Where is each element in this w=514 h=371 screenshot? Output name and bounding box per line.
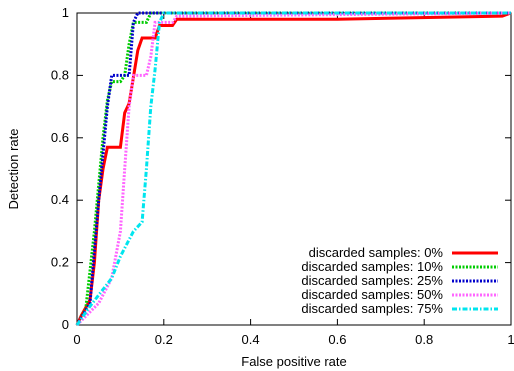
y-tick-label: 0.6 <box>51 130 69 145</box>
curves-layer <box>75 11 512 327</box>
legend-label: discarded samples: 0% <box>309 245 444 260</box>
legend-label: discarded samples: 75% <box>301 301 443 316</box>
x-tick-label: 0.6 <box>328 332 346 347</box>
y-tick-label: 0.2 <box>51 255 69 270</box>
series-line <box>75 11 511 326</box>
series-line <box>75 11 512 326</box>
tick-layer: 0 0.2 0.4 0.6 0.8 1 0 0.2 0.4 0.6 0.8 1 <box>51 5 514 347</box>
series-line <box>75 11 511 326</box>
legend-label: discarded samples: 10% <box>301 259 443 274</box>
y-tick-label: 0 <box>62 317 69 332</box>
series-line <box>75 11 511 326</box>
x-axis-label: False positive rate <box>241 354 347 369</box>
legend-label: discarded samples: 50% <box>301 287 443 302</box>
series-line <box>75 11 512 327</box>
y-tick-label: 1 <box>62 5 69 20</box>
y-tick-label: 0.4 <box>51 192 69 207</box>
x-tick-label: 0.2 <box>155 332 173 347</box>
x-tick-label: 0.8 <box>415 332 433 347</box>
y-tick-label: 0.8 <box>51 67 69 82</box>
x-tick-label: 0.4 <box>242 332 260 347</box>
x-tick-label: 1 <box>507 332 514 347</box>
x-tick-label: 0 <box>73 332 80 347</box>
plot-frame <box>76 12 512 326</box>
legend: discarded samples: 0%discarded samples: … <box>301 245 498 316</box>
legend-label: discarded samples: 25% <box>301 273 443 288</box>
y-axis-label: Detection rate <box>6 129 21 210</box>
